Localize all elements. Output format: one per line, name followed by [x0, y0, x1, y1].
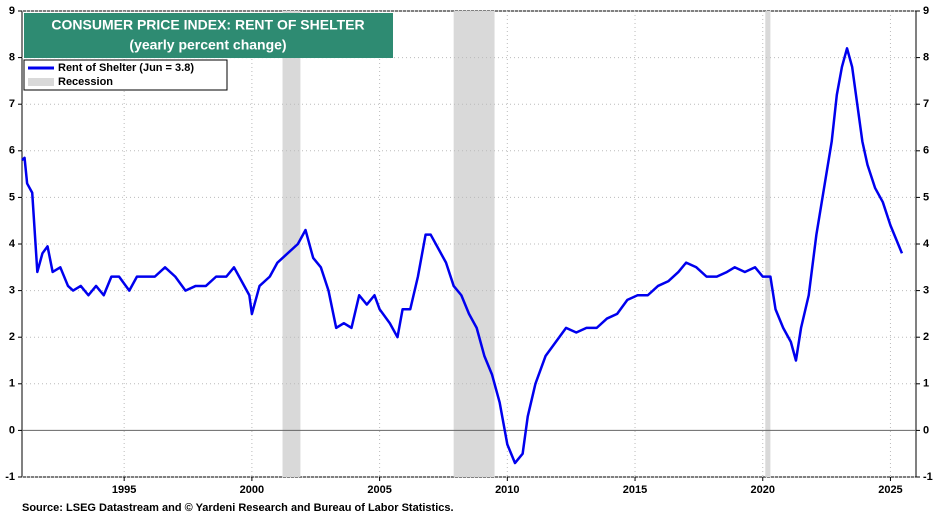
y-tick-label: 4: [9, 238, 16, 250]
y-tick-label: 3: [9, 285, 15, 297]
x-tick-label: 2000: [240, 484, 264, 496]
y2-tick-label: 3: [923, 285, 929, 297]
y-tick-label: 0: [9, 424, 15, 436]
x-tick-label: 2020: [751, 484, 775, 496]
chart-title: CONSUMER PRICE INDEX: RENT OF SHELTER: [51, 17, 364, 33]
x-tick-label: 1995: [112, 484, 136, 496]
y2-tick-label: 5: [923, 191, 929, 203]
y-tick-label: 6: [9, 145, 15, 157]
x-tick-label: 2010: [495, 484, 519, 496]
chart-subtitle: (yearly percent change): [129, 37, 286, 53]
y-tick-label: 1: [9, 378, 15, 390]
y2-tick-label: 4: [923, 238, 930, 250]
y-tick-label: 9: [9, 5, 15, 17]
y2-tick-label: 7: [923, 98, 929, 110]
x-tick-label: 2015: [623, 484, 647, 496]
y-tick-label: 5: [9, 191, 15, 203]
legend-label: Recession: [58, 76, 113, 88]
y2-tick-label: -1: [923, 471, 933, 483]
y-tick-label: 8: [9, 52, 15, 64]
legend-swatch: [28, 78, 54, 86]
y2-tick-label: 2: [923, 331, 929, 343]
y2-tick-label: 0: [923, 424, 929, 436]
legend-box: [23, 59, 228, 91]
x-tick-label: 2025: [878, 484, 902, 496]
y2-tick-label: 9: [923, 5, 929, 17]
y2-tick-label: 6: [923, 145, 929, 157]
title-box: [24, 13, 393, 58]
y2-tick-label: 8: [923, 52, 929, 64]
recession-band: [282, 11, 301, 477]
x-tick-label: 2005: [367, 484, 391, 496]
recession-band: [765, 11, 771, 477]
y2-tick-label: 1: [923, 378, 929, 390]
source-note: Source: LSEG Datastream and © Yardeni Re…: [22, 502, 454, 514]
legend-label: Rent of Shelter (Jun = 3.8): [58, 62, 194, 74]
data-line: [21, 47, 904, 465]
y-tick-label: -1: [5, 471, 15, 483]
y-tick-label: 2: [9, 331, 15, 343]
y-tick-label: 7: [9, 98, 15, 110]
background-layer: [21, 10, 916, 478]
